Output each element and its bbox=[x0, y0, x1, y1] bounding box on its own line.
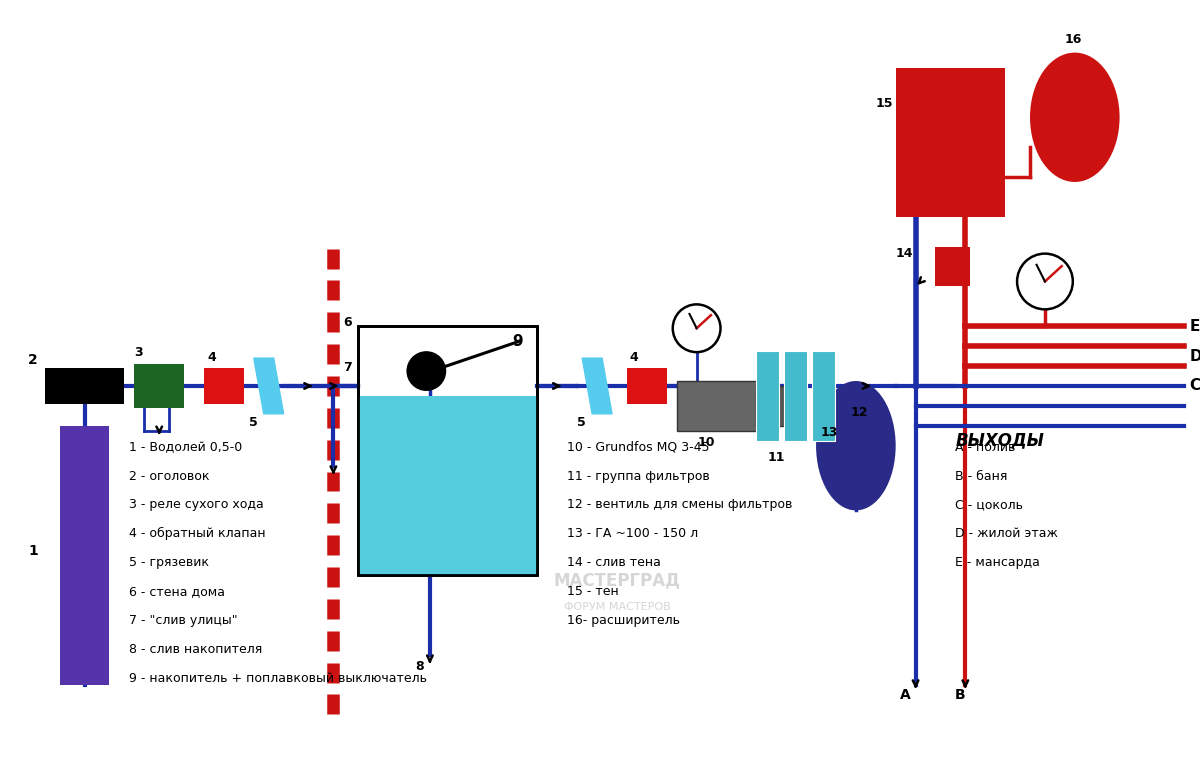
Ellipse shape bbox=[1030, 53, 1120, 182]
Text: 2 - оголовок: 2 - оголовок bbox=[130, 470, 210, 483]
Bar bbox=[44, 368, 125, 404]
Ellipse shape bbox=[816, 381, 895, 510]
Text: МАСТЕРГРАД: МАСТЕРГРАД bbox=[553, 571, 680, 589]
Text: 4: 4 bbox=[206, 351, 216, 364]
Bar bbox=[204, 368, 244, 404]
Text: 10: 10 bbox=[698, 436, 715, 449]
Text: 5: 5 bbox=[248, 416, 258, 429]
Text: 8: 8 bbox=[415, 660, 425, 673]
Text: 7 - "слив улицы": 7 - "слив улицы" bbox=[130, 614, 238, 627]
Text: 15: 15 bbox=[876, 97, 893, 110]
Bar bbox=[677, 381, 756, 430]
Text: 12 - вентиль для смены фильтров: 12 - вентиль для смены фильтров bbox=[568, 499, 793, 512]
Bar bbox=[785, 351, 808, 440]
Text: 6: 6 bbox=[343, 316, 352, 329]
Text: 12: 12 bbox=[851, 406, 869, 419]
Bar bbox=[936, 247, 971, 286]
Text: 9 - накопитель + поплавковый выключатель: 9 - накопитель + поплавковый выключатель bbox=[130, 672, 427, 685]
Bar bbox=[359, 326, 538, 575]
Text: D - жилой этаж: D - жилой этаж bbox=[955, 527, 1058, 540]
Text: A - полив: A - полив bbox=[955, 440, 1015, 453]
Circle shape bbox=[1018, 254, 1073, 309]
Text: 16- расширитель: 16- расширитель bbox=[568, 614, 680, 627]
Text: 14 - слив тена: 14 - слив тена bbox=[568, 556, 661, 569]
Text: 13: 13 bbox=[821, 426, 839, 439]
Text: 3 - реле сухого хода: 3 - реле сухого хода bbox=[130, 499, 264, 512]
Text: C: C bbox=[1189, 378, 1200, 394]
Text: A: A bbox=[900, 689, 911, 702]
Text: 10 - Grundfos MQ 3-45: 10 - Grundfos MQ 3-45 bbox=[568, 440, 709, 453]
Text: 3: 3 bbox=[134, 346, 143, 359]
Text: C - цоколь: C - цоколь bbox=[955, 499, 1024, 512]
Text: E - мансарда: E - мансарда bbox=[955, 556, 1040, 569]
Bar bbox=[895, 67, 1006, 217]
Bar bbox=[359, 396, 538, 575]
Circle shape bbox=[673, 304, 720, 352]
Bar bbox=[60, 426, 109, 685]
Text: 9: 9 bbox=[512, 334, 522, 349]
Bar bbox=[134, 364, 184, 408]
Text: 2: 2 bbox=[28, 353, 38, 367]
Bar bbox=[812, 351, 835, 440]
Text: 11 - группа фильтров: 11 - группа фильтров bbox=[568, 470, 710, 483]
Text: 14: 14 bbox=[895, 247, 913, 260]
Text: 11: 11 bbox=[768, 450, 785, 463]
Text: 8 - слив накопителя: 8 - слив накопителя bbox=[130, 643, 263, 656]
Text: 6 - стена дома: 6 - стена дома bbox=[130, 585, 226, 598]
Text: ВЫХОДЫ: ВЫХОДЫ bbox=[955, 430, 1044, 449]
Polygon shape bbox=[253, 358, 283, 414]
Text: ФОРУМ МАСТЕРОВ: ФОРУМ МАСТЕРОВ bbox=[564, 602, 671, 612]
Text: 13 - ГА ~100 - 150 л: 13 - ГА ~100 - 150 л bbox=[568, 527, 698, 540]
Bar bbox=[756, 351, 779, 440]
Text: D: D bbox=[1189, 349, 1200, 364]
Text: 5 - грязевик: 5 - грязевик bbox=[130, 556, 209, 569]
Text: 16: 16 bbox=[1064, 33, 1082, 46]
Text: B: B bbox=[955, 689, 966, 702]
Text: 1: 1 bbox=[28, 544, 38, 558]
Text: 7: 7 bbox=[343, 361, 352, 374]
Text: 15 - тен: 15 - тен bbox=[568, 585, 619, 598]
Text: 4: 4 bbox=[629, 351, 637, 364]
Text: 5: 5 bbox=[577, 416, 586, 429]
Bar bbox=[756, 386, 791, 426]
Bar bbox=[359, 326, 538, 575]
Bar bbox=[626, 368, 667, 404]
Polygon shape bbox=[582, 358, 612, 414]
Text: E: E bbox=[1189, 319, 1200, 334]
Text: 1 - Водолей 0,5-0: 1 - Водолей 0,5-0 bbox=[130, 440, 242, 453]
Text: B - баня: B - баня bbox=[955, 470, 1008, 483]
Text: 4 - обратный клапан: 4 - обратный клапан bbox=[130, 527, 266, 540]
Circle shape bbox=[407, 351, 446, 391]
